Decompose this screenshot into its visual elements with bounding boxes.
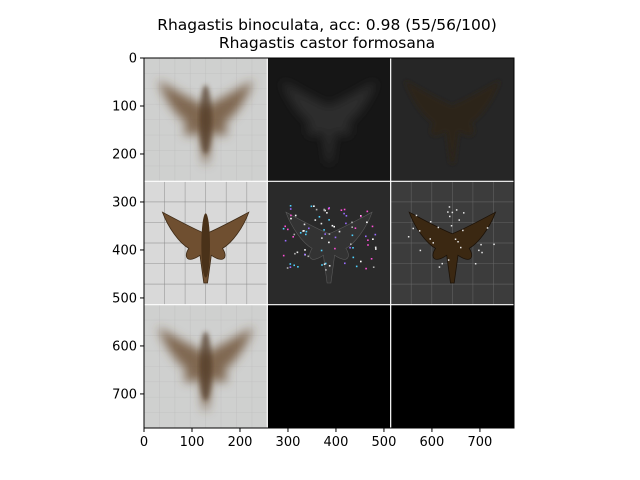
y-tick-label: 600 — [112, 339, 137, 354]
image-panel-r0-c1 — [267, 58, 391, 182]
plot-frame — [143, 57, 515, 429]
x-tick-label: 100 — [180, 435, 205, 450]
image-panel-r0-c2 — [390, 58, 514, 182]
x-tick-label: 200 — [228, 435, 253, 450]
y-tick-label: 400 — [112, 243, 137, 258]
y-tick-label: 0 — [129, 52, 137, 67]
figure-title: Rhagastis binoculata, acc: 0.98 (55/56/1… — [0, 16, 640, 52]
image-panel-r2-c0 — [144, 304, 268, 428]
y-tick-label: 200 — [112, 147, 137, 162]
y-tick-label: 700 — [112, 387, 137, 402]
image-panel-r2-c1 — [267, 304, 391, 428]
x-tick-label: 400 — [324, 435, 349, 450]
image-panel-r1-c0 — [144, 181, 268, 305]
chart-subtitle: Rhagastis castor formosana — [218, 34, 436, 52]
x-tick-label: 500 — [372, 435, 397, 450]
x-tick-label: 700 — [468, 435, 493, 450]
y-tick-label: 300 — [112, 195, 137, 210]
x-tick-label: 600 — [420, 435, 445, 450]
image-panel-r2-c2 — [390, 304, 514, 428]
image-panel-r1-c1 — [267, 181, 391, 305]
x-tick-label: 300 — [276, 435, 301, 450]
y-tick-label: 100 — [112, 99, 137, 114]
x-tick-label: 0 — [140, 435, 148, 450]
y-tick-label: 500 — [112, 291, 137, 306]
image-panel-r0-c0 — [144, 58, 268, 182]
image-panel-r1-c2 — [390, 181, 514, 305]
chart-title: Rhagastis binoculata, acc: 0.98 (55/56/1… — [157, 16, 497, 34]
